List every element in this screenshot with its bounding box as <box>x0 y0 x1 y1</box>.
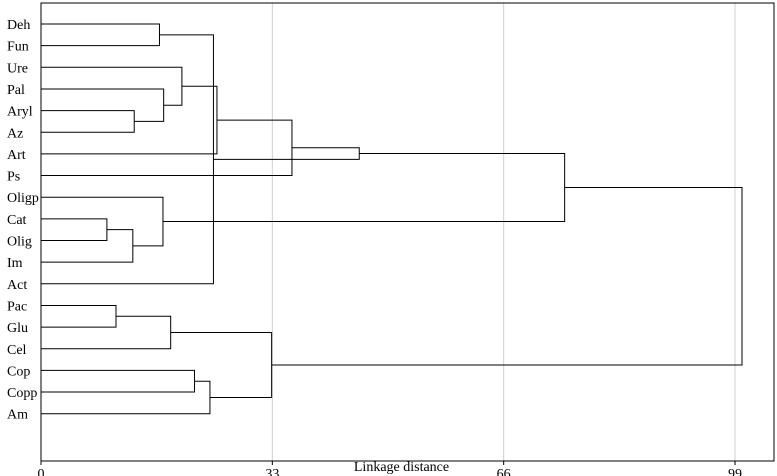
dendrogram-links <box>41 23 743 415</box>
x-tick-label-33: 33 <box>265 467 279 476</box>
leaf-label-fun: Fun <box>7 40 29 55</box>
merge-link-16 <box>170 332 273 398</box>
merge-link-8 <box>41 23 160 47</box>
merge-link-2 <box>41 196 164 247</box>
leaf-label-art: Art <box>7 148 26 163</box>
merge-link-7 <box>41 119 293 177</box>
leaf-label-cat: Cat <box>7 213 27 228</box>
leaf-label-oligp: Oligp <box>7 191 39 206</box>
x-axis-title: Linkage distance <box>354 460 449 475</box>
leaf-label-olig: Olig <box>7 235 32 250</box>
leaf-label-az: Az <box>7 126 23 141</box>
merge-link-15 <box>41 380 211 415</box>
x-tick-label-66: 66 <box>497 467 511 476</box>
merge-link-6 <box>41 85 218 155</box>
leaf-label-aryl: Aryl <box>7 105 33 120</box>
merge-link-3 <box>41 110 135 133</box>
leaf-label-am: Am <box>7 408 28 423</box>
leaf-label-im: Im <box>7 256 23 271</box>
leaf-label-ps: Ps <box>7 170 20 185</box>
x-tick-label-99: 99 <box>728 467 742 476</box>
leaf-label-ure: Ure <box>7 61 28 76</box>
leaf-label-glu: Glu <box>7 321 28 336</box>
leaf-label-cop: Cop <box>7 364 30 379</box>
leaf-label-deh: Deh <box>7 18 30 33</box>
merge-link-9 <box>41 34 214 285</box>
merge-link-11 <box>162 153 566 223</box>
merge-link-4 <box>41 88 165 122</box>
leaf-label-pal: Pal <box>7 83 25 98</box>
merge-link-1 <box>41 229 134 263</box>
leaf-label-act: Act <box>7 278 27 293</box>
leaf-label-copp: Copp <box>7 386 37 401</box>
merge-link-13 <box>41 315 172 350</box>
merge-link-14 <box>41 369 196 393</box>
merge-link-17 <box>271 187 743 366</box>
merge-link-10 <box>213 147 360 160</box>
merge-link-5 <box>41 66 183 106</box>
leaf-labels: Deh Fun Ure Pal Aryl Az Art Ps Oligp Cat Olig Im Act… <box>7 18 39 423</box>
x-axis-ticks: 0 33 66 99 <box>38 461 742 476</box>
leaf-label-cel: Cel <box>7 343 27 358</box>
merge-link-12 <box>41 304 117 328</box>
grid-lines <box>271 3 736 461</box>
leaf-label-pac: Pac <box>7 299 27 314</box>
x-tick-label-0: 0 <box>38 467 45 476</box>
merge-link-0 <box>41 218 108 241</box>
plot-frame <box>40 2 775 462</box>
